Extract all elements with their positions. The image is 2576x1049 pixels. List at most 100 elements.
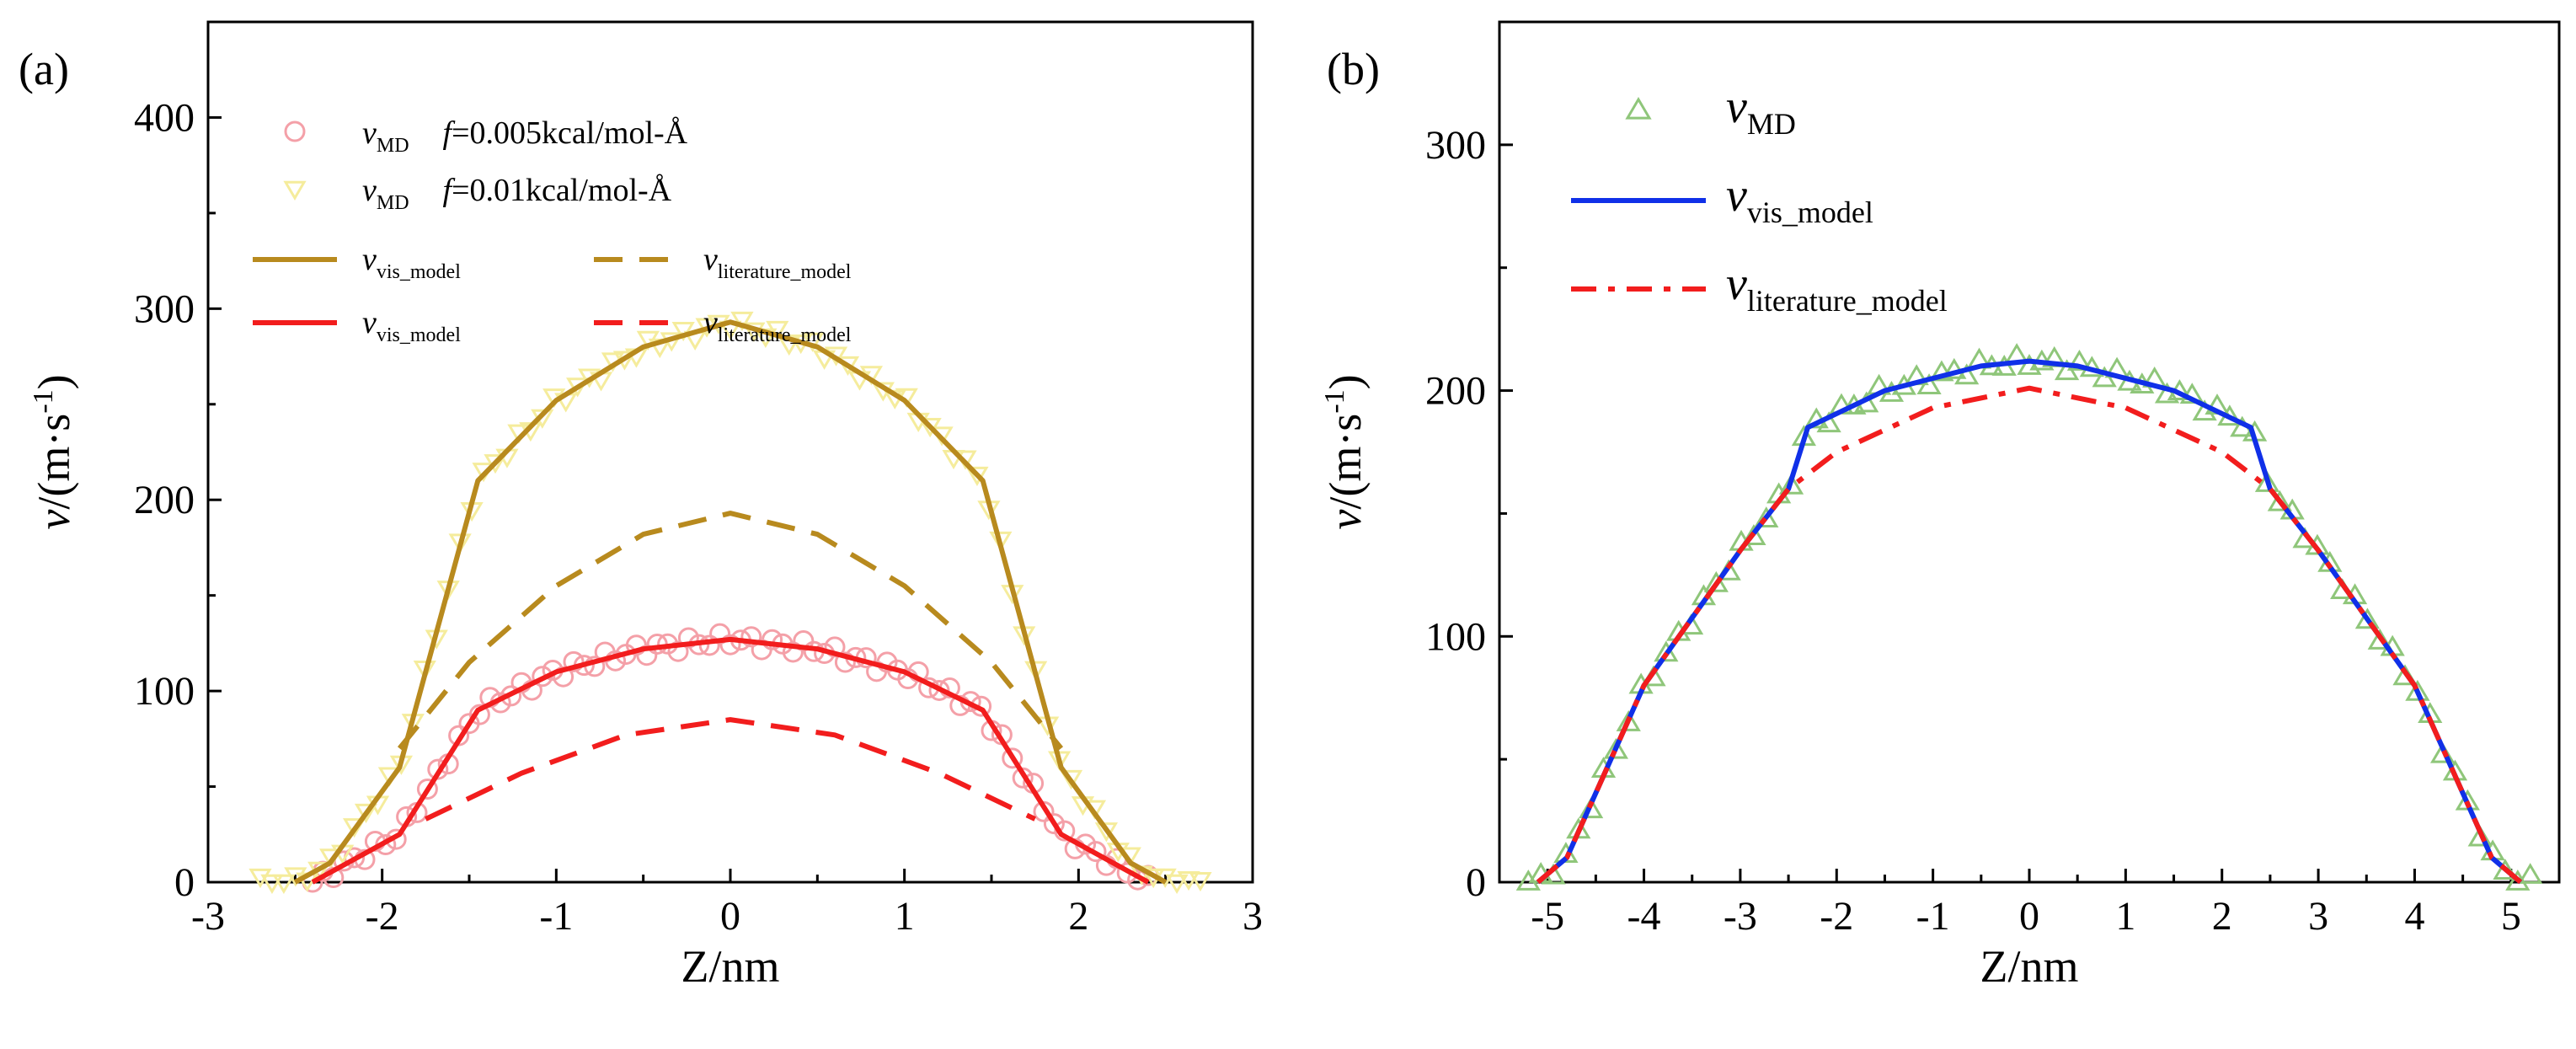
data-point bbox=[1043, 813, 1065, 835]
data-point bbox=[1778, 473, 1804, 495]
x-ticks: -3 -2 -1 0 1 2 3 bbox=[191, 869, 1263, 939]
data-point bbox=[698, 634, 720, 656]
y-tick-label: 400 bbox=[134, 95, 195, 140]
legend-entry: vvis_model bbox=[253, 242, 461, 283]
x-tick-label: -5 bbox=[1531, 894, 1564, 939]
y-tick-label: 300 bbox=[1425, 123, 1486, 168]
legend-entry: vliterature_model bbox=[594, 242, 852, 283]
data-point bbox=[1654, 640, 1679, 662]
y-axis-label: v/(m·s-1) bbox=[1319, 374, 1371, 529]
plot-frame bbox=[206, 20, 1254, 884]
data-point bbox=[2254, 471, 2280, 492]
data-point bbox=[1094, 822, 1119, 843]
scatter-series-0 bbox=[1515, 343, 2543, 891]
data-point bbox=[740, 626, 762, 648]
legend-b: vMD vvis_model vliterature_model bbox=[1571, 81, 1948, 318]
panel-a: -3 -2 -1 0 1 2 3 0 100 200 300 400 Z/nm v/(m·s-1) (a) v… bbox=[19, 20, 1263, 992]
data-point bbox=[354, 803, 378, 824]
legend-marker bbox=[284, 120, 306, 142]
legend-label: vvis_model bbox=[362, 242, 461, 283]
data-point bbox=[1916, 373, 1942, 395]
x-tick-label: -4 bbox=[1627, 894, 1661, 939]
x-tick-label: 0 bbox=[2019, 894, 2039, 939]
data-point bbox=[2405, 679, 2430, 701]
data-point bbox=[448, 533, 472, 554]
data-point bbox=[1054, 820, 1076, 842]
legend-label: vliterature_model bbox=[703, 242, 852, 283]
y-tick-label: 300 bbox=[134, 286, 195, 331]
data-point bbox=[1754, 506, 1779, 527]
x-tick-label: 2 bbox=[1068, 894, 1088, 939]
data-point bbox=[667, 640, 689, 662]
legend-label: vvis_model bbox=[1726, 169, 1873, 229]
data-point bbox=[1579, 797, 1604, 819]
data-point bbox=[1189, 871, 1212, 892]
x-tick-label: 0 bbox=[720, 894, 740, 939]
data-point bbox=[2267, 490, 2292, 511]
data-point bbox=[766, 320, 789, 340]
data-point bbox=[2493, 859, 2518, 880]
y-ticks: 0 100 200 300 400 bbox=[134, 20, 222, 905]
data-point bbox=[1165, 874, 1189, 894]
series-line-0 bbox=[293, 319, 1168, 885]
y-tick-label: 100 bbox=[134, 669, 195, 714]
legend-label: vliterature_model bbox=[703, 305, 852, 346]
x-tick-label: -1 bbox=[539, 894, 573, 939]
series-line-3 bbox=[425, 717, 1036, 822]
data-point bbox=[427, 758, 449, 780]
scatter-series-1 bbox=[249, 311, 1212, 894]
panel-b: -5 -4 -3 -2 -1 0 1 2 3 4 5 0 100 200 300 Z/nm v/(m·s-1) (… bbox=[1319, 20, 2561, 992]
legend-entry: vMD f=0.005kcal/mol-Å bbox=[284, 115, 688, 157]
data-point bbox=[1177, 870, 1200, 891]
data-point bbox=[1741, 524, 1766, 545]
data-point bbox=[272, 874, 296, 894]
data-point bbox=[413, 661, 436, 681]
x-tick-label: -3 bbox=[1724, 894, 1757, 939]
legend-entry: vvis_model bbox=[1571, 169, 1873, 229]
plot-frame bbox=[1498, 20, 2561, 884]
data-point bbox=[1616, 710, 1641, 731]
x-tick-label: -2 bbox=[1820, 894, 1853, 939]
data-point bbox=[677, 627, 699, 649]
y-tick-label: 0 bbox=[174, 860, 195, 905]
legend-entry: vMD f=0.01kcal/mol-Å bbox=[283, 173, 672, 214]
legend-entry: vMD bbox=[1625, 81, 1796, 141]
data-point bbox=[834, 651, 856, 673]
x-axis-label: Z/nm bbox=[1980, 941, 2079, 992]
data-point bbox=[260, 874, 284, 894]
x-tick-label: 1 bbox=[895, 894, 915, 939]
y-axis-label: v/(m·s-1) bbox=[28, 374, 79, 529]
y-tick-label: 0 bbox=[1466, 860, 1486, 905]
series-line-1 bbox=[1536, 385, 2523, 885]
legend-label: vliterature_model bbox=[1726, 258, 1948, 318]
x-tick-label: -1 bbox=[1916, 894, 1950, 939]
data-point bbox=[1024, 661, 1048, 681]
legend-entry: vliterature_model bbox=[594, 305, 852, 346]
x-tick-label: -2 bbox=[366, 894, 399, 939]
data-point bbox=[2467, 825, 2493, 847]
data-point bbox=[719, 634, 741, 656]
data-point bbox=[928, 679, 950, 701]
data-point bbox=[2354, 607, 2381, 629]
x-axis-label: Z/nm bbox=[681, 941, 780, 992]
data-point bbox=[468, 704, 490, 725]
legend-label: vMD f=0.01kcal/mol-Å bbox=[362, 173, 672, 214]
x-tick-label: 2 bbox=[2212, 894, 2232, 939]
y-tick-label: 200 bbox=[1425, 369, 1486, 414]
legend-a: vMD f=0.005kcal/mol-Å vMD f=0.01kcal/mol-Å v… bbox=[253, 115, 852, 346]
data-point bbox=[762, 629, 783, 650]
legend-entry: vvis_model bbox=[253, 305, 461, 346]
x-tick-label: 4 bbox=[2404, 894, 2424, 939]
legend-label: vvis_model bbox=[362, 305, 461, 346]
legend-entry: vliterature_model bbox=[1571, 258, 1948, 318]
panel-label: (a) bbox=[19, 44, 69, 94]
data-point bbox=[1012, 767, 1034, 789]
data-point bbox=[1002, 747, 1023, 769]
data-point bbox=[1954, 363, 1980, 385]
x-tick-label: -3 bbox=[191, 894, 225, 939]
data-point bbox=[636, 645, 658, 666]
series-line-2 bbox=[311, 636, 1150, 885]
x-ticks: -5 -4 -3 -2 -1 0 1 2 3 4 5 bbox=[1498, 869, 2561, 939]
data-point bbox=[1085, 841, 1107, 863]
